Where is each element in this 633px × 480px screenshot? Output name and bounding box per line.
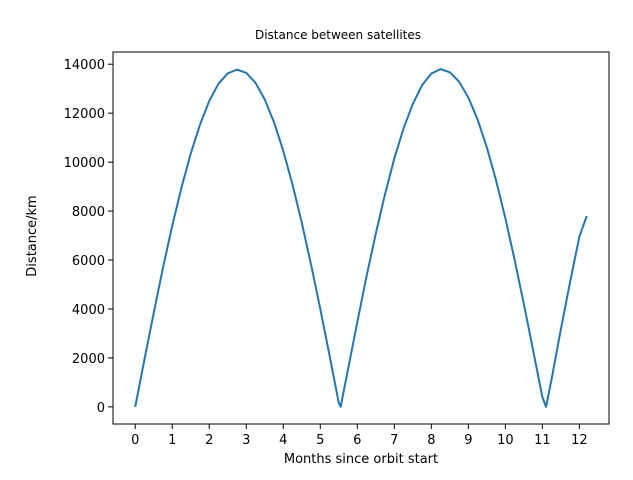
y-tick-label: 0: [97, 401, 105, 416]
y-tick-label: 6000: [72, 254, 105, 269]
chart-title: Distance between satellites: [255, 28, 421, 42]
plot-area: [112, 51, 610, 425]
x-tick-label: 3: [242, 433, 250, 448]
y-tick-label: 10000: [64, 156, 105, 171]
y-tick-label: 8000: [72, 205, 105, 220]
x-tick-label: 6: [353, 433, 361, 448]
x-tick-label: 12: [571, 433, 588, 448]
x-tick-label: 8: [427, 433, 435, 448]
y-tick-label: 2000: [72, 352, 105, 367]
x-tick-label: 1: [168, 433, 176, 448]
x-tick-label: 9: [464, 433, 472, 448]
x-tick-label: 4: [279, 433, 287, 448]
x-tick-label: 10: [497, 433, 514, 448]
x-tick-label: 2: [205, 433, 213, 448]
x-axis-ticks: 0 1 2 3 4 5 6 7 8 9 10 11 12: [131, 424, 588, 448]
x-tick-label: 0: [131, 433, 139, 448]
series-layer: [134, 68, 588, 408]
plot-frame: [112, 51, 610, 425]
y-tick-label: 4000: [72, 303, 105, 318]
series-line: [134, 68, 588, 408]
y-tick-label: 14000: [64, 58, 105, 73]
y-tick-label: 12000: [64, 107, 105, 122]
x-tick-label: 5: [316, 433, 324, 448]
x-axis-label: Months since orbit start: [284, 452, 438, 467]
y-axis-ticks: 0 2000 4000 6000 8000 10000 12000 14000: [64, 58, 113, 416]
x-tick-label: 7: [390, 433, 398, 448]
x-tick-label: 11: [534, 433, 551, 448]
y-axis-label: Distance/km: [25, 195, 40, 276]
